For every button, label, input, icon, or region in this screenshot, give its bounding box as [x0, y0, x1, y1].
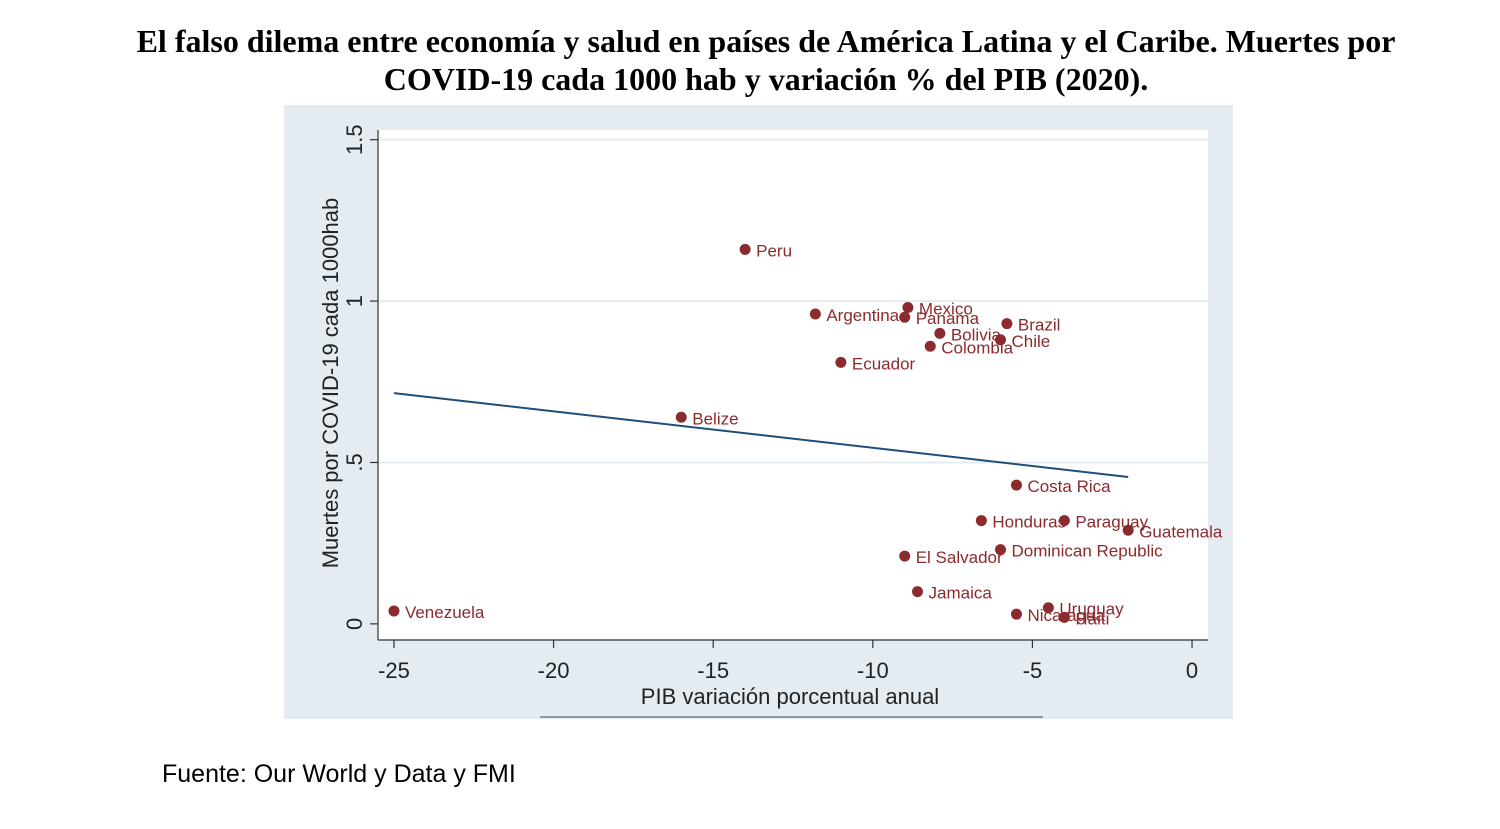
data-point: [899, 550, 911, 562]
x-axis-title: PIB variación porcentual anual: [641, 684, 939, 709]
data-point: [975, 515, 987, 527]
x-tick-label: -20: [538, 658, 570, 683]
point-label: Costa Rica: [1027, 477, 1111, 496]
point-label: Panama: [916, 309, 980, 328]
chart-title-line-2: COVID-19 cada 1000 hab y variación % del…: [383, 61, 1149, 97]
data-point: [1010, 608, 1022, 620]
y-tick-label: 1.5: [342, 124, 367, 155]
plot-area: [378, 130, 1208, 640]
x-tick-label: -25: [378, 658, 410, 683]
fit-line: [393, 392, 1129, 478]
point-label: Colombia: [941, 338, 1013, 357]
data-point: [1010, 479, 1022, 491]
chart-title-line-1: El falso dilema entre economía y salud e…: [136, 23, 1396, 59]
point-label: Honduras: [992, 513, 1066, 532]
chart-title: El falso dilema entre economía y salud e…: [0, 22, 1500, 98]
data-point: [675, 411, 687, 423]
x-tick-label: -15: [697, 658, 729, 683]
point-label: El Salvador: [916, 548, 1003, 567]
data-point: [902, 302, 914, 314]
data-point: [1001, 318, 1013, 330]
data-point: [1042, 602, 1054, 614]
x-tick-label: 0: [1186, 658, 1198, 683]
data-point: [809, 308, 821, 320]
x-tick-label: -5: [1023, 658, 1043, 683]
data-point: [995, 334, 1006, 346]
point-label: Haiti: [1075, 609, 1109, 628]
data-point: [1058, 515, 1070, 527]
y-tick-label: 0: [342, 618, 367, 630]
point-label: Guatemala: [1139, 522, 1223, 541]
y-axis-title: Muertes por COVID-19 cada 1000hab: [318, 198, 343, 569]
point-label: Dominican Republic: [1012, 542, 1164, 561]
point-label: Belize: [692, 409, 738, 428]
point-label: Argentina: [826, 306, 899, 325]
point-label: Brazil: [1018, 316, 1061, 335]
y-tick-label: .5: [342, 453, 367, 471]
x-tick-label: -10: [857, 658, 889, 683]
point-label: Venezuela: [405, 603, 485, 622]
source-note: Fuente: Our World y Data y FMI: [162, 760, 516, 788]
data-point: [995, 544, 1006, 556]
data-point: [1058, 611, 1070, 623]
data-point: [739, 243, 751, 255]
data-point: [835, 356, 847, 368]
data-point: [912, 586, 923, 598]
point-label: Peru: [756, 241, 792, 260]
data-point: [924, 340, 936, 352]
point-label: Mexico: [919, 300, 973, 319]
point-label: Paraguay: [1075, 513, 1148, 532]
point-label: Jamaica: [929, 584, 993, 603]
data-point: [934, 327, 946, 339]
data-point: [1122, 524, 1134, 536]
point-label: Chile: [1012, 332, 1051, 351]
point-label: Uruguay: [1059, 600, 1124, 619]
y-tick-label: 1: [342, 295, 367, 307]
data-point: [899, 311, 911, 323]
point-label: Ecuador: [852, 354, 916, 373]
point-label: Bolivia: [951, 325, 1002, 344]
data-point: [388, 605, 400, 617]
